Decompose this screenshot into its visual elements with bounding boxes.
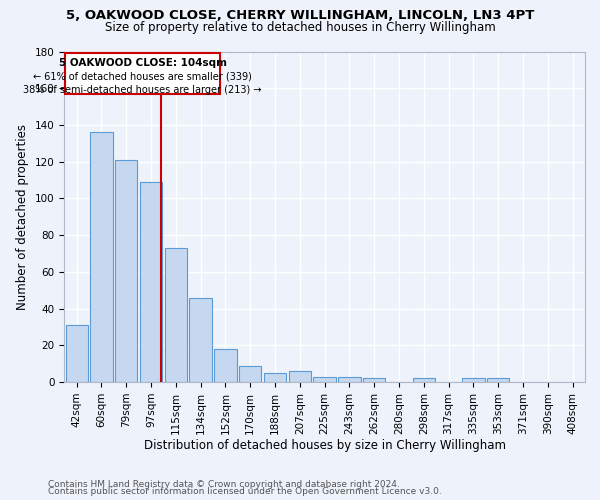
Bar: [214, 349, 236, 382]
Text: 5 OAKWOOD CLOSE: 104sqm: 5 OAKWOOD CLOSE: 104sqm: [59, 58, 227, 68]
Text: Size of property relative to detached houses in Cherry Willingham: Size of property relative to detached ho…: [104, 21, 496, 34]
Text: 5, OAKWOOD CLOSE, CHERRY WILLINGHAM, LINCOLN, LN3 4PT: 5, OAKWOOD CLOSE, CHERRY WILLINGHAM, LIN…: [66, 9, 534, 22]
Text: Contains HM Land Registry data © Crown copyright and database right 2024.: Contains HM Land Registry data © Crown c…: [48, 480, 400, 489]
Bar: [413, 378, 435, 382]
Bar: [338, 376, 361, 382]
Bar: [264, 373, 286, 382]
Bar: [487, 378, 509, 382]
Bar: [289, 371, 311, 382]
Bar: [190, 298, 212, 382]
Y-axis label: Number of detached properties: Number of detached properties: [16, 124, 29, 310]
Bar: [115, 160, 137, 382]
Bar: [462, 378, 485, 382]
Bar: [140, 182, 162, 382]
FancyBboxPatch shape: [65, 54, 220, 94]
Text: ← 61% of detached houses are smaller (339): ← 61% of detached houses are smaller (33…: [33, 72, 252, 82]
Bar: [91, 132, 113, 382]
Bar: [165, 248, 187, 382]
X-axis label: Distribution of detached houses by size in Cherry Willingham: Distribution of detached houses by size …: [143, 440, 506, 452]
Bar: [239, 366, 262, 382]
Text: Contains public sector information licensed under the Open Government Licence v3: Contains public sector information licen…: [48, 488, 442, 496]
Bar: [363, 378, 385, 382]
Text: 38% of semi-detached houses are larger (213) →: 38% of semi-detached houses are larger (…: [23, 84, 262, 94]
Bar: [313, 376, 336, 382]
Bar: [65, 325, 88, 382]
